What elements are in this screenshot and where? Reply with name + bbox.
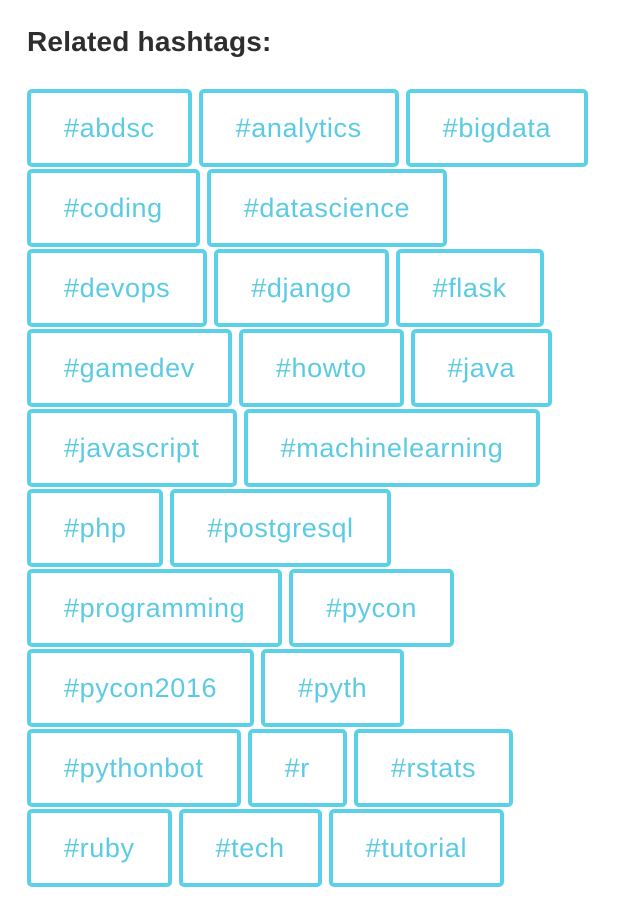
hashtag-pythonbot[interactable]: #pythonbot: [27, 729, 241, 807]
hashtag-java[interactable]: #java: [410, 329, 553, 407]
hashtag-rstats[interactable]: #rstats: [353, 729, 514, 807]
hashtag-devops[interactable]: #devops: [27, 249, 208, 327]
hashtag-pyth[interactable]: #pyth: [261, 649, 405, 727]
hashtag-list: #abdsc #analytics #bigdata #coding #datascie…: [27, 89, 626, 889]
hashtag-ruby[interactable]: #ruby: [27, 809, 172, 887]
related-hashtags-panel: Related hashtags: #abdsc #analytics #bigda…: [27, 24, 617, 887]
hashtag-postgresql[interactable]: #postgresql: [170, 489, 391, 567]
hashtag-flask[interactable]: #flask: [395, 249, 544, 327]
hashtag-gamedev[interactable]: #gamedev: [27, 329, 232, 407]
hashtag-analytics[interactable]: #analytics: [198, 89, 399, 167]
hashtag-r[interactable]: #r: [247, 729, 347, 807]
hashtag-howto[interactable]: #howto: [238, 329, 404, 407]
related-hashtags-heading: Related hashtags:: [27, 26, 272, 57]
hashtag-pycon[interactable]: #pycon: [289, 569, 454, 647]
hashtag-tutorial[interactable]: #tutorial: [328, 809, 505, 887]
hashtag-php[interactable]: #php: [27, 489, 164, 567]
hashtag-programming[interactable]: #programming: [27, 569, 283, 647]
hashtag-coding[interactable]: #coding: [27, 169, 200, 247]
hashtag-datascience[interactable]: #datascience: [206, 169, 448, 247]
hashtag-javascript[interactable]: #javascript: [27, 409, 237, 487]
hashtag-django[interactable]: #django: [214, 249, 389, 327]
hashtag-bigdata[interactable]: #bigdata: [405, 89, 589, 167]
hashtag-pycon2016[interactable]: #pycon2016: [27, 649, 255, 727]
hashtag-tech[interactable]: #tech: [178, 809, 322, 887]
hashtag-machinelearning[interactable]: #machinelearning: [243, 409, 541, 487]
hashtag-abdsc[interactable]: #abdsc: [27, 89, 192, 167]
